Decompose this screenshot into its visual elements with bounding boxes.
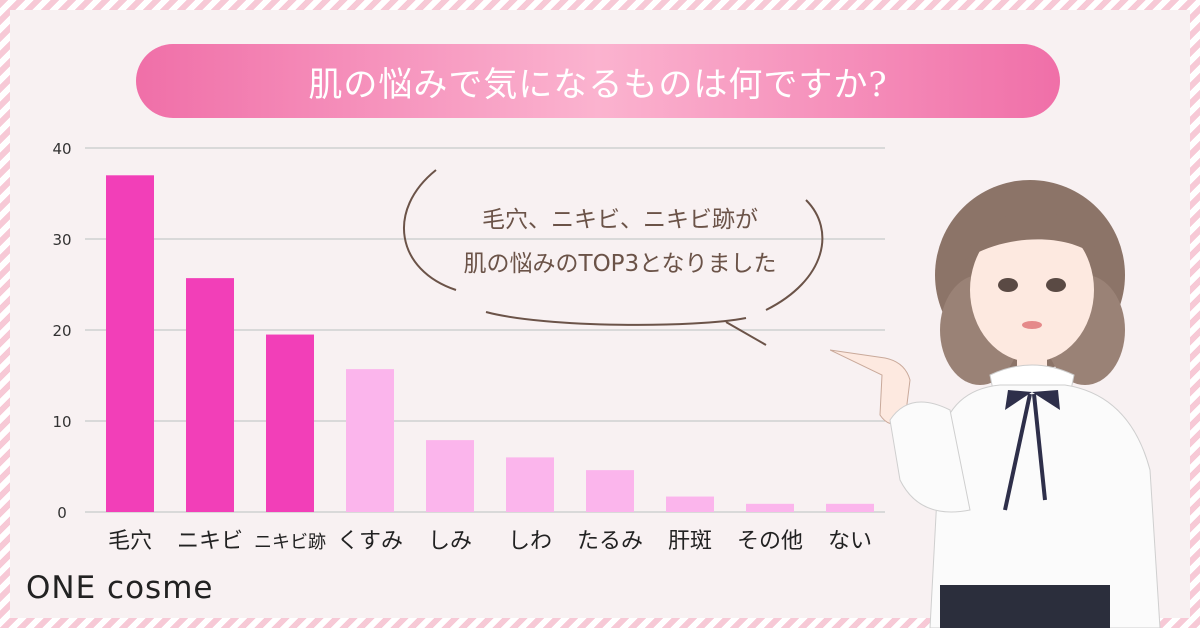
x-tick-label: しみ [428,529,472,554]
x-tick-label: 毛穴 [108,529,152,554]
bar [666,496,714,512]
bar [266,334,314,512]
woman-illustration [830,180,1161,628]
speech-bubble-text: 毛穴、ニキビ、ニキビ跡が 肌の悩みのTOP3となりました [420,198,820,286]
chart-title: 肌の悩みで気になるものは何ですか? [308,64,888,105]
x-tick-label: くすみ [337,529,403,554]
bubble-line-2: 肌の悩みのTOP3となりました [463,251,777,277]
x-tick-label: その他 [737,529,803,554]
speech-bubble [402,169,824,346]
bar [346,369,394,512]
bar [186,278,234,512]
y-tick-label: 30 [52,231,71,249]
bar [426,440,474,512]
x-tick-label: たるみ [577,529,643,554]
x-tick-label: ない [828,529,872,554]
y-tick-label: 20 [52,322,71,340]
bar [826,503,874,512]
y-tick-label: 10 [52,413,71,431]
x-tick-label: 肝斑 [668,529,712,554]
bar [586,470,634,512]
x-tick-label: ニキビ跡 [254,532,326,553]
bar [746,503,794,512]
one-cosme-logo: ONE cosme [26,570,214,606]
title-banner: 肌の悩みで気になるものは何ですか? [136,44,1060,118]
bubble-line-1: 毛穴、ニキビ、ニキビ跡が [482,207,758,233]
x-tick-label: ニキビ [177,529,243,554]
bar [506,457,554,512]
y-tick-label: 40 [52,140,71,158]
x-tick-label: しわ [508,529,552,554]
y-tick-label: 0 [57,504,67,522]
bar [106,175,154,513]
